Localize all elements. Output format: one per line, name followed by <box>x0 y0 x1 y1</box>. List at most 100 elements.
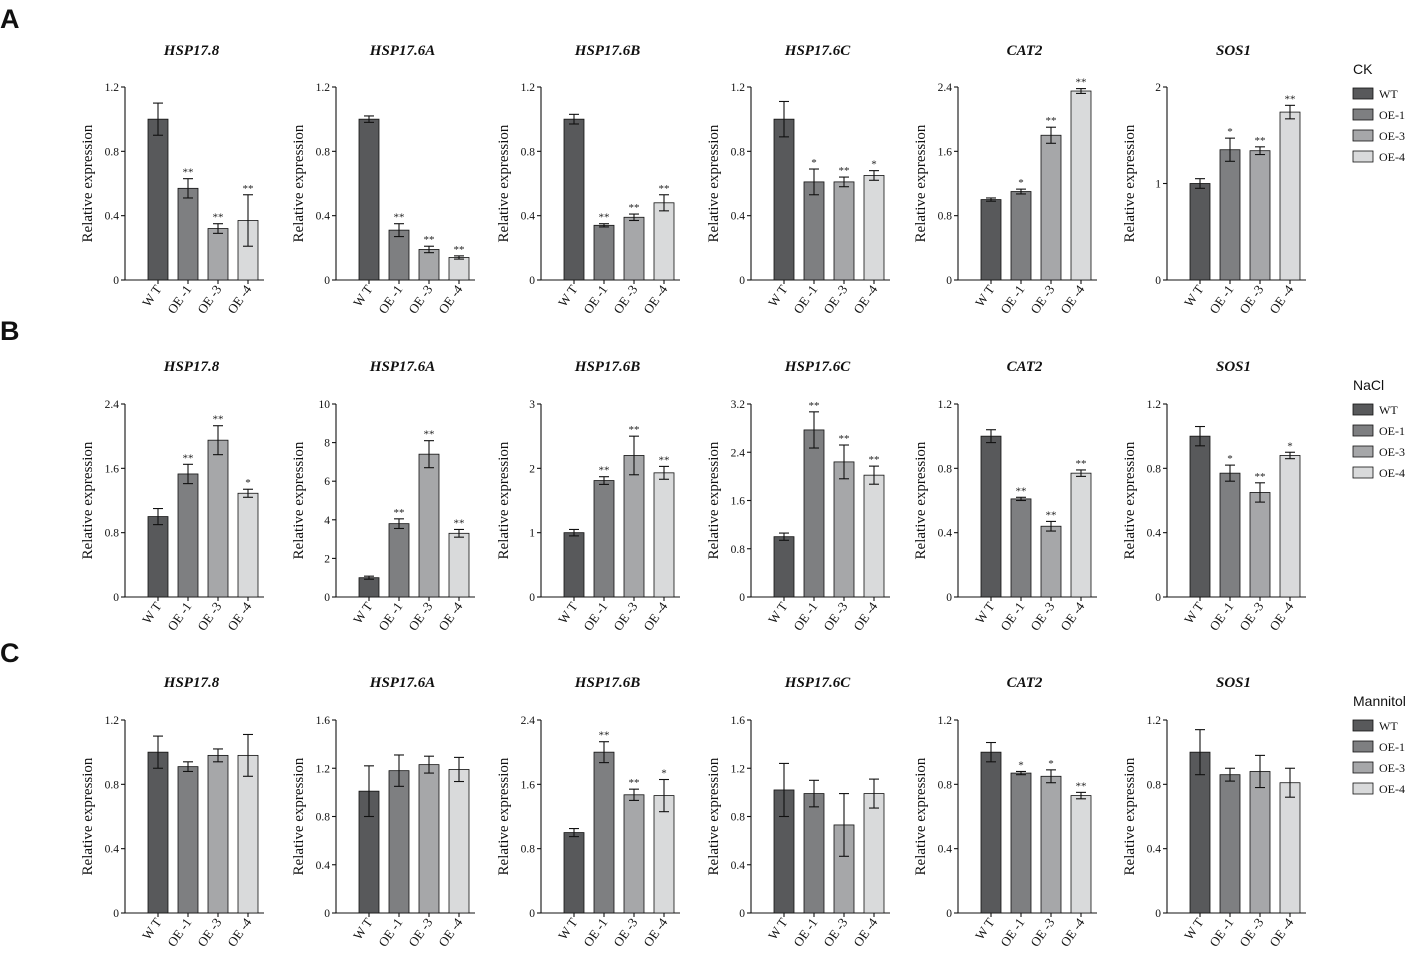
y-tick-label: 10 <box>319 399 331 411</box>
significance-label: ** <box>1255 471 1266 483</box>
significance-label: * <box>1018 177 1024 189</box>
significance-label: ** <box>243 183 254 195</box>
legend-label: OE-4 <box>1379 150 1405 164</box>
significance-label: * <box>661 768 667 780</box>
y-tick-label: 1 <box>529 528 535 540</box>
legend-label: OE-1 <box>1379 108 1405 122</box>
chart-c-hsp17-6c: HSP17.6C Relative expression 0 0.4 0.8 1.2 1.6… <box>706 675 890 949</box>
x-category-label: OE -3 <box>405 599 435 633</box>
bar-oe-3 <box>1040 775 1062 914</box>
x-category-label: OE -3 <box>610 915 640 949</box>
y-axis-label: Relative expression <box>1122 441 1138 559</box>
bar-wt <box>773 536 795 598</box>
x-category-label: OE -1 <box>997 282 1027 316</box>
x-category-label: OE -1 <box>375 915 405 949</box>
chart-title: HSP17.6A <box>369 675 435 691</box>
bar-oe-3 <box>1249 771 1271 914</box>
bar-oe-3 <box>418 764 440 914</box>
x-category-label: OE -3 <box>1027 915 1057 949</box>
significance-label: ** <box>1285 93 1296 105</box>
y-tick-label: 0 <box>946 275 952 287</box>
bar-wt <box>980 751 1002 914</box>
x-category-label: OE -1 <box>164 282 194 316</box>
y-tick-label: 0 <box>946 592 952 604</box>
y-tick-label: 2 <box>1155 82 1161 94</box>
bar-oe-1 <box>593 480 615 598</box>
y-axis-label: Relative expression <box>80 757 96 875</box>
chart-title: CAT2 <box>1007 43 1043 59</box>
x-category-label: W T <box>1181 599 1207 626</box>
chart-c-hsp17-6b: HSP17.6B Relative expression 0 0.8 1.6 2.4 W T… <box>496 675 680 949</box>
x-category-label: OE -3 <box>194 282 224 316</box>
legend-swatch <box>1352 150 1374 163</box>
y-tick-label: 0.4 <box>731 860 746 872</box>
significance-label: ** <box>213 212 224 224</box>
y-tick-label: 0.4 <box>521 211 536 223</box>
chart-title: HSP17.6C <box>784 675 851 691</box>
bar-oe-4 <box>1070 795 1092 914</box>
legend-title: NaCl <box>1353 377 1384 393</box>
bar-oe-3 <box>1040 134 1062 281</box>
y-tick-label: 0.8 <box>105 779 120 791</box>
x-category-label: OE -4 <box>224 599 255 634</box>
chart-title: HSP17.6A <box>369 43 435 59</box>
significance-label: ** <box>839 433 850 445</box>
bar-oe-1 <box>177 473 199 598</box>
chart-b-hsp17-8: HSP17.8 Relative expression 0 0.8 1.6 2.4 W T *… <box>80 359 264 633</box>
y-axis-label: Relative expression <box>706 441 722 559</box>
legend-swatch <box>1352 740 1374 753</box>
bar-oe-4 <box>1070 472 1092 598</box>
legend-swatch <box>1352 129 1374 142</box>
y-axis-label: Relative expression <box>913 757 929 875</box>
significance-label: ** <box>424 429 435 441</box>
y-tick-label: 0.8 <box>731 544 746 556</box>
bar-wt <box>358 577 380 598</box>
bar-oe-4 <box>653 795 675 914</box>
x-category-label: W T <box>555 599 581 626</box>
bar-wt <box>980 199 1002 281</box>
chart-b-hsp17-6a: HSP17.6A Relative expression 0 2 4 6 8 10 W T ** O… <box>291 359 475 633</box>
panel-letter: A <box>0 4 20 34</box>
bar-oe-4 <box>863 474 885 598</box>
y-tick-label: 2 <box>529 463 535 475</box>
chart-a-hsp17-8: HSP17.8 Relative expression 0 0.4 0.8 1.2 W T *… <box>80 43 264 316</box>
chart-c-hsp17-6a: HSP17.6A Relative expression 0 0.4 0.8 1.2 1.6… <box>291 675 475 949</box>
significance-label: ** <box>183 452 194 464</box>
x-category-label: W T <box>139 915 165 942</box>
y-tick-label: 1.2 <box>1147 399 1162 411</box>
significance-label: * <box>1227 453 1233 465</box>
y-tick-label: 0 <box>739 592 745 604</box>
bar-oe-1 <box>1219 149 1241 281</box>
significance-label: * <box>811 157 817 169</box>
bar-oe-3 <box>623 794 645 914</box>
y-tick-label: 0.8 <box>105 528 120 540</box>
y-tick-label: 0.8 <box>938 211 953 223</box>
y-tick-label: 2.4 <box>731 447 746 459</box>
bar-wt <box>980 435 1002 598</box>
bar-oe-1 <box>177 187 199 281</box>
x-category-label: OE -1 <box>580 599 610 633</box>
x-category-label: OE -4 <box>435 282 466 317</box>
x-category-label: OE -3 <box>820 915 850 949</box>
bar-oe-1 <box>593 224 615 281</box>
bar-oe-1 <box>388 229 410 281</box>
chart-title: HSP17.8 <box>163 675 220 691</box>
bar-wt <box>1189 183 1211 281</box>
bar-oe-1 <box>593 751 615 914</box>
y-axis-label: Relative expression <box>913 124 929 242</box>
y-tick-label: 0 <box>324 592 330 604</box>
chart-title: SOS1 <box>1216 43 1251 59</box>
y-tick-label: 0.4 <box>105 844 120 856</box>
bar-oe-3 <box>1040 525 1062 598</box>
y-tick-label: 0 <box>529 908 535 920</box>
chart-c-cat2: CAT2 Relative expression 0 0.4 0.8 1.2 W T * OE … <box>913 675 1097 949</box>
x-category-label: W T <box>972 282 998 309</box>
bar-oe-1 <box>803 429 825 598</box>
bar-oe-4 <box>237 492 259 598</box>
bar-oe-4 <box>863 793 885 914</box>
y-tick-label: 0.8 <box>731 146 746 158</box>
x-category-label: OE -4 <box>1266 599 1297 634</box>
y-tick-label: 1.2 <box>316 763 331 775</box>
bar-oe-3 <box>1249 492 1271 598</box>
legend-label: OE-1 <box>1379 424 1405 438</box>
